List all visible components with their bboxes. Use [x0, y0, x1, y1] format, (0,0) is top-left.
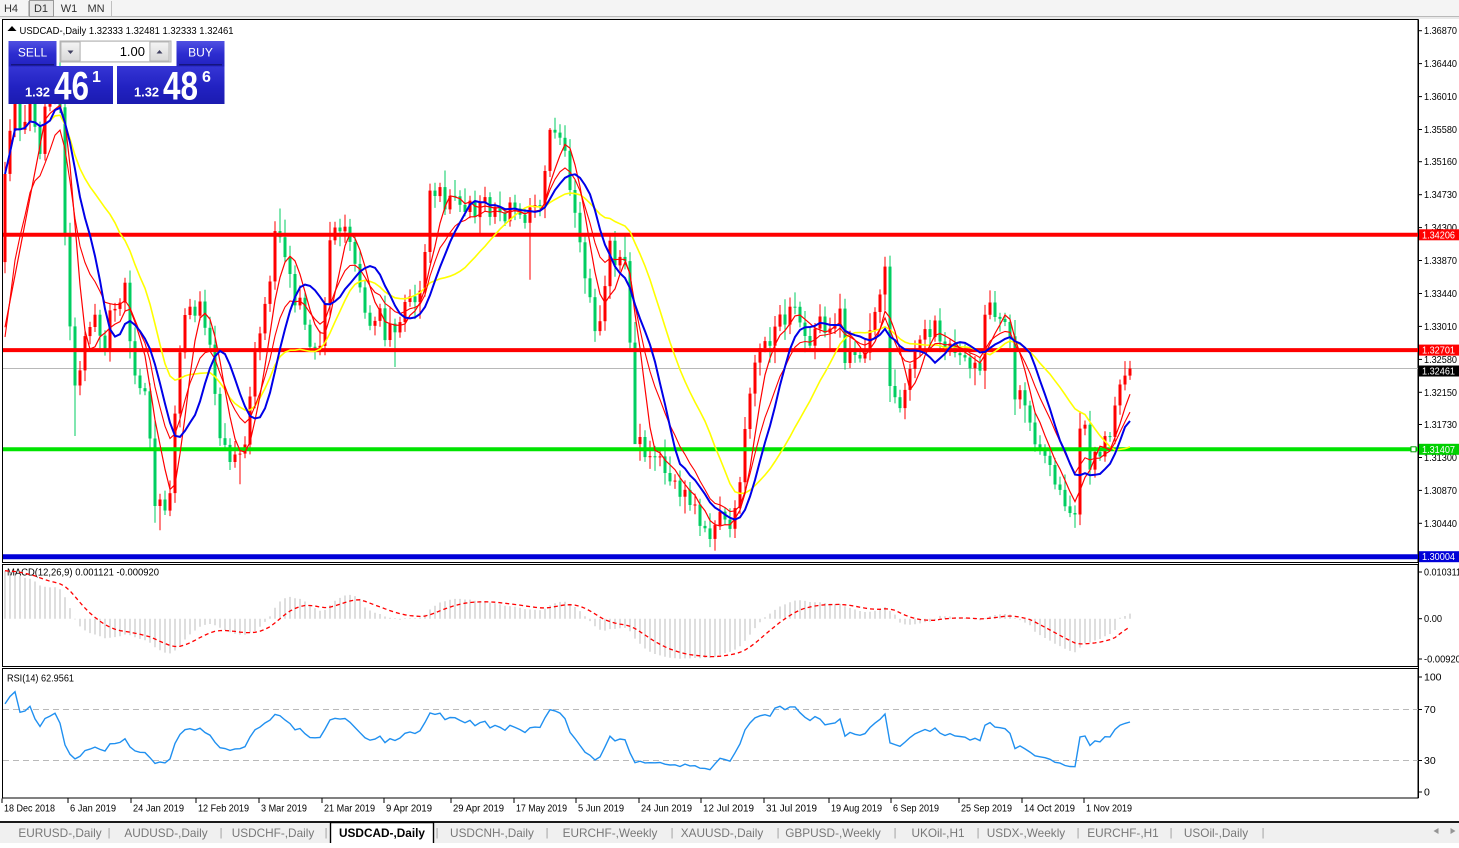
svg-text:1.36010: 1.36010: [1424, 91, 1457, 103]
svg-text:GBPUSD-,Weekly: GBPUSD-,Weekly: [785, 826, 881, 840]
svg-text:MACD(12,26,9) 0.001121 -0.0009: MACD(12,26,9) 0.001121 -0.000920: [7, 567, 159, 579]
svg-text:|: |: [777, 827, 780, 839]
svg-text:46: 46: [54, 65, 89, 109]
svg-text:70: 70: [1424, 704, 1436, 716]
svg-text:29 Apr 2019: 29 Apr 2019: [453, 803, 504, 815]
svg-text:1.30870: 1.30870: [1424, 485, 1457, 497]
svg-text:1 Nov 2019: 1 Nov 2019: [1086, 803, 1132, 815]
svg-text:H4: H4: [4, 3, 18, 15]
svg-text:0: 0: [1424, 787, 1430, 799]
svg-text:24 Jan 2019: 24 Jan 2019: [133, 803, 184, 815]
svg-text:USDCNH-,Daily: USDCNH-,Daily: [450, 826, 534, 840]
svg-text:0.00: 0.00: [1424, 613, 1442, 625]
svg-text:48: 48: [163, 65, 198, 109]
svg-text:18 Dec 2018: 18 Dec 2018: [4, 803, 55, 815]
svg-text:|: |: [671, 827, 674, 839]
svg-text:1.33010: 1.33010: [1424, 321, 1457, 333]
svg-text:1.36870: 1.36870: [1424, 25, 1457, 37]
svg-text:1.31730: 1.31730: [1424, 419, 1457, 431]
svg-text:|: |: [546, 827, 549, 839]
svg-text:1.00: 1.00: [120, 44, 145, 59]
svg-text:1.33440: 1.33440: [1424, 288, 1457, 300]
svg-text:9 Apr 2019: 9 Apr 2019: [386, 803, 432, 815]
svg-text:1.35160: 1.35160: [1424, 156, 1457, 168]
svg-text:0.010311: 0.010311: [1424, 567, 1459, 579]
svg-text:USDCAD-,Daily: USDCAD-,Daily: [339, 826, 425, 840]
svg-text:|: |: [108, 827, 111, 839]
svg-text:1.36440: 1.36440: [1424, 58, 1457, 70]
svg-text:|: |: [977, 827, 980, 839]
svg-text:EURUSD-,Daily: EURUSD-,Daily: [18, 826, 101, 840]
svg-text:1: 1: [92, 69, 101, 86]
svg-text:MN: MN: [87, 3, 104, 15]
svg-text:25 Sep 2019: 25 Sep 2019: [961, 803, 1012, 815]
svg-text:D1: D1: [34, 3, 48, 15]
svg-text:AUDUSD-,Daily: AUDUSD-,Daily: [124, 826, 207, 840]
svg-text:SELL: SELL: [18, 46, 48, 60]
svg-text:6 Sep 2019: 6 Sep 2019: [893, 803, 939, 815]
svg-text:|: |: [325, 827, 328, 839]
svg-text:1.32150: 1.32150: [1424, 387, 1457, 399]
svg-text:100: 100: [1424, 672, 1442, 684]
svg-text:|: |: [1077, 827, 1080, 839]
svg-text:6: 6: [202, 69, 211, 86]
svg-text:1.32: 1.32: [25, 85, 50, 100]
svg-text:1.31300: 1.31300: [1424, 452, 1457, 464]
svg-text:30: 30: [1424, 755, 1436, 767]
svg-text:19 Aug 2019: 19 Aug 2019: [831, 803, 882, 815]
svg-text:USDCAD-,Daily 1.32333 1.32481: USDCAD-,Daily 1.32333 1.32481 1.32333 1.…: [20, 25, 234, 37]
svg-text:1.34206: 1.34206: [1422, 229, 1455, 241]
svg-text:1.33870: 1.33870: [1424, 255, 1457, 267]
svg-text:1.31407: 1.31407: [1422, 444, 1455, 456]
svg-text:6 Jan 2019: 6 Jan 2019: [70, 803, 116, 815]
svg-text:24 Jun 2019: 24 Jun 2019: [641, 803, 692, 815]
svg-text:31 Jul 2019: 31 Jul 2019: [766, 803, 817, 815]
svg-text:12 Jul 2019: 12 Jul 2019: [703, 803, 754, 815]
svg-text:3 Mar 2019: 3 Mar 2019: [261, 803, 307, 815]
svg-text:USOil-,Daily: USOil-,Daily: [1184, 826, 1248, 840]
svg-text:17 May 2019: 17 May 2019: [516, 803, 567, 815]
svg-text:|: |: [894, 827, 897, 839]
svg-text:EURCHF-,H1: EURCHF-,H1: [1087, 826, 1158, 840]
svg-text:1.32461: 1.32461: [1422, 366, 1455, 378]
svg-text:|: |: [220, 827, 223, 839]
svg-text:14 Oct 2019: 14 Oct 2019: [1024, 803, 1075, 815]
svg-text:|: |: [1170, 827, 1173, 839]
svg-text:|: |: [436, 827, 439, 839]
svg-text:BUY: BUY: [188, 46, 213, 60]
svg-text:1.35580: 1.35580: [1424, 124, 1457, 136]
svg-text:EURCHF-,Weekly: EURCHF-,Weekly: [563, 826, 658, 840]
svg-text:1.32: 1.32: [134, 85, 159, 100]
svg-text:RSI(14) 62.9561: RSI(14) 62.9561: [7, 673, 74, 685]
svg-text:21 Mar 2019: 21 Mar 2019: [324, 803, 375, 815]
svg-text:1.32580: 1.32580: [1424, 354, 1457, 366]
svg-text:1.34730: 1.34730: [1424, 189, 1457, 201]
svg-text:|: |: [1262, 827, 1265, 839]
svg-text:5 Jun 2019: 5 Jun 2019: [578, 803, 624, 815]
svg-text:1.30440: 1.30440: [1424, 518, 1457, 530]
svg-text:USDCHF-,Daily: USDCHF-,Daily: [232, 826, 315, 840]
svg-text:USDX-,Weekly: USDX-,Weekly: [987, 826, 1066, 840]
svg-text:W1: W1: [61, 3, 78, 15]
svg-text:1.30004: 1.30004: [1422, 551, 1455, 563]
svg-text:XAUUSD-,Daily: XAUUSD-,Daily: [681, 826, 764, 840]
svg-text:1.32701: 1.32701: [1422, 345, 1455, 357]
svg-text:UKOil-,H1: UKOil-,H1: [911, 826, 964, 840]
svg-text:12 Feb 2019: 12 Feb 2019: [198, 803, 249, 815]
